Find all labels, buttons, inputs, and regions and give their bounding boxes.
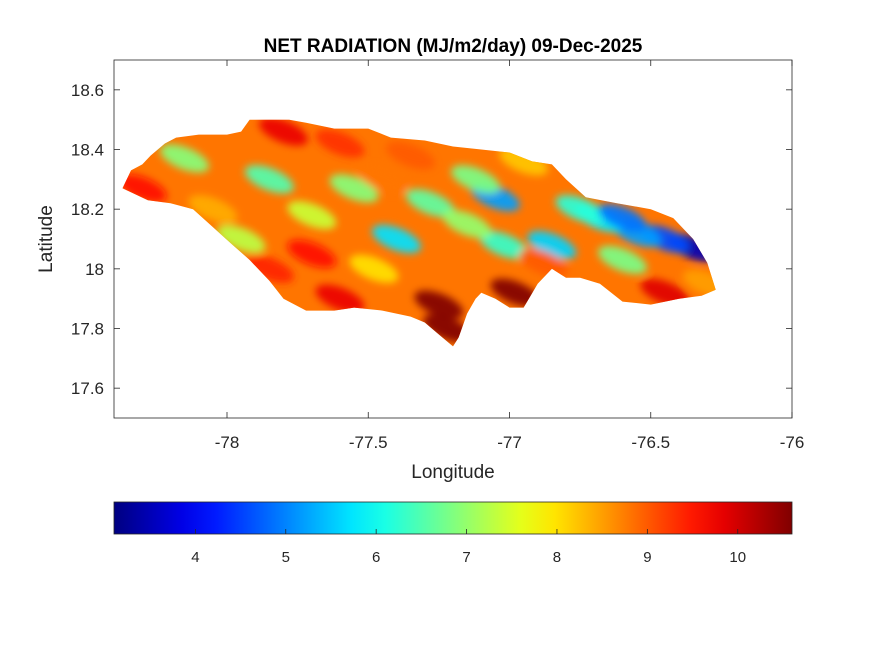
field-cell-25 xyxy=(315,284,365,313)
field-cell-32 xyxy=(357,165,407,194)
field-cell-24 xyxy=(499,147,549,176)
field-cell-12 xyxy=(329,174,379,203)
field-cell-28 xyxy=(682,269,716,298)
x-tick-label: -77.5 xyxy=(349,433,388,452)
colorbar-tick-label: 6 xyxy=(372,549,380,566)
x-tick-label: -76 xyxy=(780,433,805,452)
colorbar-tick-label: 5 xyxy=(282,549,290,566)
colorbar-tick-label: 8 xyxy=(553,549,561,566)
field-cell-26 xyxy=(244,254,294,283)
colorbar-bar xyxy=(113,501,793,535)
field-cell-6 xyxy=(527,230,577,260)
field-cell-33 xyxy=(349,254,399,283)
field-blobs xyxy=(122,119,716,343)
x-tick-label: -76.5 xyxy=(631,433,670,452)
colorbar-ticks: 4 5 6 7 8 9 10 xyxy=(191,529,746,566)
x-axis: -78 -77.5 -77 -76.5 -76 xyxy=(215,60,805,452)
field-cell-5 xyxy=(598,245,647,275)
field-cell-14 xyxy=(160,144,210,173)
field-cell-21 xyxy=(122,174,167,203)
y-axis-title: Latitude xyxy=(36,205,57,273)
colorbar-tick-label: 7 xyxy=(462,549,470,566)
x-axis-title: Longitude xyxy=(411,462,494,483)
x-tick-label: -77 xyxy=(497,433,522,452)
y-tick-label: 18.4 xyxy=(71,141,104,160)
field-cell-35 xyxy=(598,203,647,233)
y-tick-label: 18.6 xyxy=(71,81,104,100)
field-cell-30 xyxy=(287,239,337,269)
y-tick-label: 18.2 xyxy=(71,200,104,219)
field-cell-29 xyxy=(518,248,568,278)
x-tick-label: -78 xyxy=(215,433,240,452)
colorbar-tick-label: 4 xyxy=(191,549,199,566)
y-tick-label: 17.6 xyxy=(71,379,104,398)
field-cell-9 xyxy=(405,189,455,218)
chart-title: NET RADIATION (MJ/m2/day) 09-Dec-2025 xyxy=(264,36,643,57)
field-cell-20 xyxy=(490,278,540,307)
colorbar-tick-label: 10 xyxy=(729,549,746,566)
colorbar: 4 5 6 7 8 9 10 xyxy=(113,501,793,566)
field-cell-11 xyxy=(451,165,501,194)
field-cell-15 xyxy=(287,200,337,230)
field-cell-16 xyxy=(216,224,266,254)
field-cell-18 xyxy=(414,290,464,319)
y-tick-label: 17.8 xyxy=(71,320,104,339)
field-cell-22 xyxy=(259,119,308,146)
axes-box xyxy=(113,59,793,419)
field-cell-17 xyxy=(315,129,365,158)
field-cell-7 xyxy=(479,230,529,260)
y-tick-label: 18 xyxy=(85,260,104,279)
field-cell-8 xyxy=(372,224,421,254)
field-cell-34 xyxy=(442,209,492,239)
colorbar-tick-label: 9 xyxy=(643,549,651,566)
field-cell-31 xyxy=(188,195,238,224)
field-cell-4 xyxy=(555,195,605,224)
field-cell-13 xyxy=(244,165,294,194)
y-axis: 17.6 17.8 18 18.2 18.4 18.6 xyxy=(71,81,792,398)
field-cell-23 xyxy=(386,141,436,170)
